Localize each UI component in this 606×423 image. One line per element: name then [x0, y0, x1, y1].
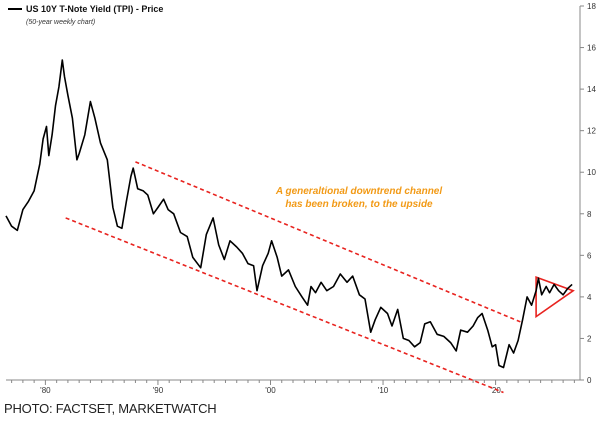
x-tick-label: '80 [40, 386, 51, 395]
annotation: A generaltional downtrend channel has be… [275, 186, 443, 210]
y-tick-label: 16 [587, 44, 596, 53]
legend: US 10Y T-Note Yield (TPI) - Price (50-ye… [8, 4, 163, 26]
annotation-line-2: has been broken, to the upside [285, 199, 433, 210]
series-layer [5, 59, 573, 369]
y-tick-label: 12 [587, 127, 596, 136]
y-tick-label: 18 [587, 2, 596, 11]
triangle-pattern [535, 275, 575, 319]
chart-title: US 10Y T-Note Yield (TPI) - Price [26, 4, 163, 14]
y-tick-label: 6 [587, 251, 592, 260]
chart-axes: 0 2 4 6 8 10 12 14 16 18 '80 '90 '00 '10 '20 [6, 2, 596, 395]
y-tick-label: 2 [587, 334, 592, 343]
x-tick-label: '90 [153, 386, 164, 395]
x-tick-label: '00 [265, 386, 276, 395]
y-tick-label: 0 [587, 376, 592, 385]
y-tick-label: 10 [587, 168, 596, 177]
chart-svg: 0 2 4 6 8 10 12 14 16 18 '80 '90 '00 '10 '20 US 10Y T-… [5, 2, 596, 395]
annotation-line-1: A generaltional downtrend channel [275, 186, 443, 197]
y-tick-label: 14 [587, 85, 596, 94]
photo-credit: PHOTO: FACTSET, MARKETWATCH [4, 401, 217, 416]
chart-subtitle: (50-year weekly chart) [26, 19, 95, 26]
x-tick-label: '20 [490, 386, 501, 395]
y-tick-label: 8 [587, 210, 592, 219]
x-tick-label: '10 [378, 386, 389, 395]
channel-lower-line [65, 217, 504, 394]
y-tick-label: 4 [587, 293, 592, 302]
series-line [5, 59, 573, 369]
